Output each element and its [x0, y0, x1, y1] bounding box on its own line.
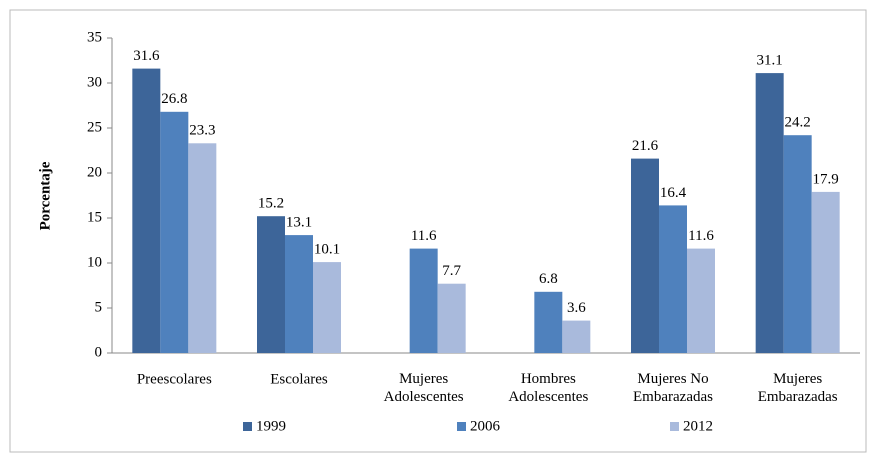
- bar: [257, 216, 285, 353]
- y-tick-label: 25: [87, 119, 102, 135]
- value-label: 7.7: [442, 263, 461, 279]
- legend-label: 2006: [470, 418, 501, 434]
- value-label: 21.6: [632, 138, 659, 154]
- value-label: 23.3: [189, 123, 215, 139]
- legend-swatch: [670, 422, 679, 431]
- value-label: 15.2: [258, 196, 284, 212]
- bar: [132, 68, 161, 353]
- bar: [313, 262, 341, 353]
- value-label: 16.4: [660, 185, 687, 201]
- value-label: 10.1: [314, 242, 340, 258]
- y-tick-label: 30: [87, 74, 102, 90]
- x-tick-label: Preescolares: [137, 371, 212, 387]
- value-label: 13.1: [286, 215, 312, 231]
- bar: [631, 158, 659, 353]
- bar: [562, 320, 591, 353]
- x-tick-label: Mujeres No Embarazadas: [633, 371, 713, 405]
- bar: [783, 135, 812, 353]
- bar: [534, 291, 563, 353]
- bar: [755, 73, 784, 353]
- bar: [659, 205, 687, 353]
- legend-label: 1999: [256, 418, 286, 434]
- value-label: 17.9: [813, 171, 839, 187]
- value-label: 6.8: [539, 271, 558, 287]
- y-tick-label: 10: [87, 254, 102, 270]
- value-label: 24.2: [785, 115, 811, 131]
- value-label: 3.6: [567, 300, 586, 316]
- value-label: 26.8: [161, 91, 187, 107]
- y-tick-label: 35: [87, 29, 102, 45]
- bar: [409, 248, 438, 353]
- bar: [285, 235, 313, 353]
- bar: [811, 191, 840, 353]
- bar: [437, 283, 466, 353]
- value-label: 31.1: [757, 53, 783, 69]
- x-tick-label: Hombres Adolescentes: [508, 371, 588, 405]
- legend-swatch: [243, 422, 252, 431]
- bar: [687, 248, 715, 353]
- value-label: 31.6: [133, 48, 160, 64]
- bar: [188, 143, 217, 353]
- legend-swatch: [457, 422, 466, 431]
- y-tick-label: 5: [95, 299, 103, 315]
- y-tick-label: 15: [87, 209, 102, 225]
- y-axis-label: Porcentaje: [37, 161, 53, 230]
- y-tick-label: 20: [87, 164, 102, 180]
- x-tick-label: Escolares: [270, 371, 328, 387]
- value-label: 11.6: [688, 228, 714, 244]
- bar: [160, 111, 189, 353]
- y-tick-label: 0: [95, 344, 103, 360]
- legend-label: 2012: [683, 418, 713, 434]
- x-tick-label: Mujeres Adolescentes: [384, 371, 464, 405]
- x-tick-label: Mujeres Embarazadas: [758, 371, 838, 405]
- value-label: 11.6: [411, 228, 437, 244]
